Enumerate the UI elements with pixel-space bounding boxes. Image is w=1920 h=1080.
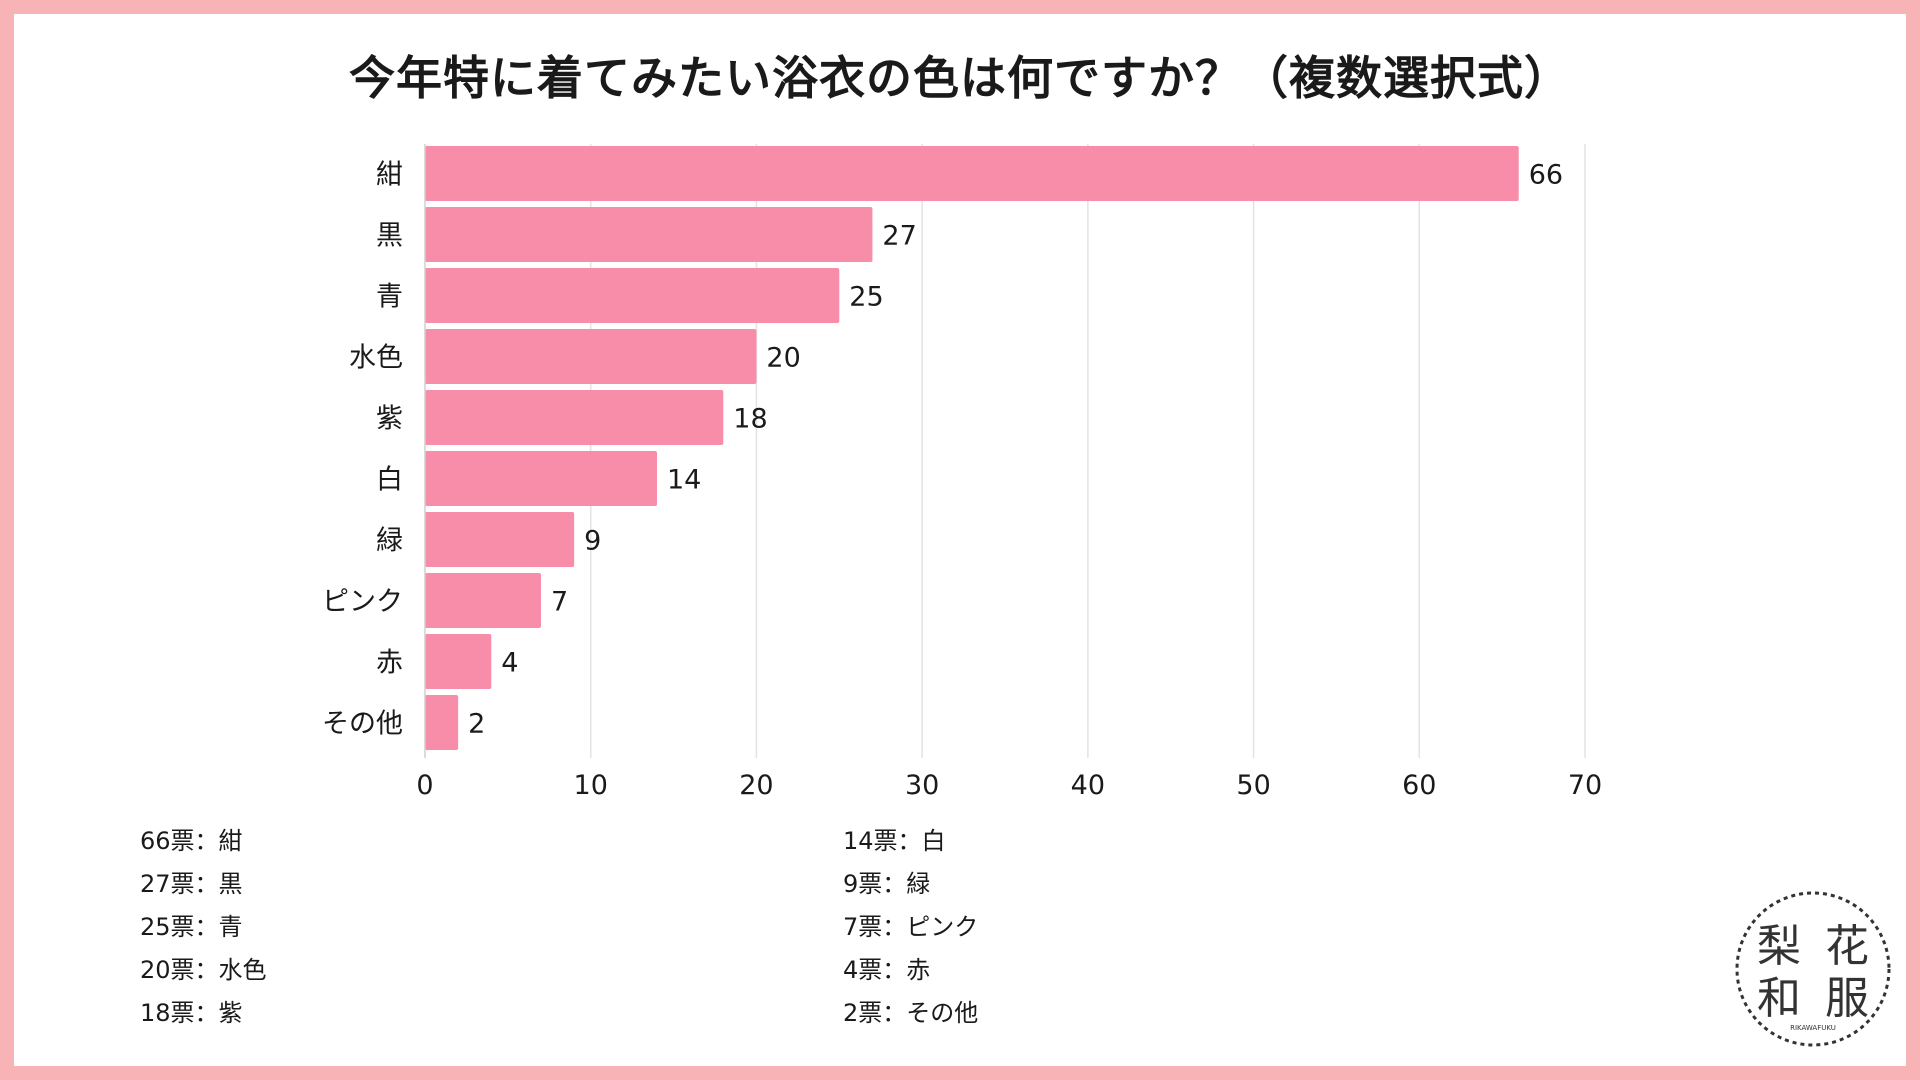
- category-label: ピンク: [322, 587, 403, 618]
- summary-item: 4票：赤: [843, 956, 931, 984]
- logo-char: 花: [1825, 921, 1869, 972]
- value-label: 2: [468, 709, 485, 740]
- x-tick-label: 70: [1568, 770, 1602, 801]
- summary-item: 2票：その他: [843, 999, 979, 1027]
- summary-item: 7票：ピンク: [843, 913, 979, 941]
- summary-list-left: 66票：紺 27票：黒 25票：青 20票：水色 18票：紫: [140, 820, 267, 1035]
- value-label: 25: [849, 282, 883, 313]
- x-tick-label: 20: [739, 770, 773, 801]
- x-tick-label: 30: [905, 770, 939, 801]
- bar: [425, 695, 459, 750]
- logo-subtext: RIKAWAFUKU: [1790, 1024, 1836, 1032]
- value-label: 18: [733, 404, 767, 435]
- bar: [425, 573, 541, 628]
- x-tick-label: 50: [1236, 770, 1270, 801]
- summary-item: 14票：白: [843, 827, 946, 855]
- logo-char: 服: [1825, 973, 1869, 1024]
- category-label: 紫: [376, 404, 403, 435]
- value-label: 66: [1529, 160, 1563, 191]
- category-label: 青: [376, 282, 403, 313]
- bar: [425, 207, 873, 262]
- chart-title: 今年特に着てみたい浴衣の色は何ですか？（複数選択式）: [349, 51, 1571, 105]
- value-label: 9: [584, 526, 601, 557]
- summary-item: 25票：青: [140, 913, 243, 941]
- rikawafuku-logo: 梨 花 和 服 RIKAWAFUKU: [1735, 891, 1891, 1047]
- bar: [425, 268, 840, 323]
- bar: [425, 146, 1519, 201]
- x-tick-label: 10: [574, 770, 608, 801]
- category-label: 紺: [376, 160, 403, 191]
- summary-item: 27票：黒: [140, 870, 243, 898]
- logo-char: 梨: [1757, 921, 1801, 972]
- x-tick-label: 0: [416, 770, 433, 801]
- summary-item: 20票：水色: [140, 956, 267, 984]
- category-label: 緑: [376, 526, 403, 557]
- summary-item: 9票：緑: [843, 870, 931, 898]
- category-label: 赤: [376, 648, 403, 679]
- summary-item: 18票：紫: [140, 999, 243, 1027]
- value-label: 14: [667, 465, 701, 496]
- bar: [425, 390, 724, 445]
- bar: [425, 512, 575, 567]
- logo-char: 和: [1757, 973, 1801, 1024]
- value-label: 7: [551, 587, 568, 618]
- summary-item: 66票：紺: [140, 827, 243, 855]
- bar: [425, 329, 757, 384]
- category-label: 黒: [376, 221, 403, 252]
- category-label: その他: [322, 709, 403, 740]
- category-label: 白: [376, 465, 403, 496]
- x-tick-label: 60: [1402, 770, 1436, 801]
- value-label: 27: [882, 221, 916, 252]
- category-label: 水色: [349, 343, 403, 374]
- value-label: 4: [501, 648, 518, 679]
- value-label: 20: [766, 343, 800, 374]
- bar: [425, 451, 657, 506]
- summary-list-right: 14票：白 9票：緑 7票：ピンク 4票：赤 2票：その他: [843, 820, 978, 1035]
- x-tick-label: 40: [1071, 770, 1105, 801]
- bar: [425, 634, 492, 689]
